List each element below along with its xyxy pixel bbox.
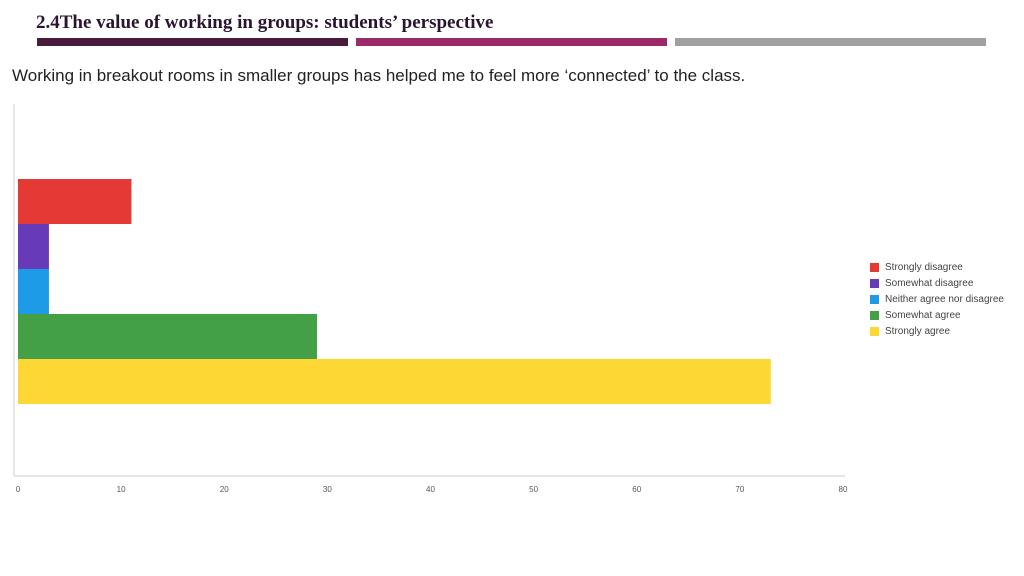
survey-question: Working in breakout rooms in smaller gro… [12, 66, 746, 85]
legend-label: Strongly disagree [885, 261, 963, 273]
x-tick-label: 30 [323, 485, 332, 494]
x-tick-label: 50 [529, 485, 538, 494]
x-tick-label: 80 [839, 485, 848, 494]
legend-item: Somewhat disagree [870, 275, 1004, 291]
bar-somewhat-agree [18, 314, 318, 359]
slide-title: 2.4The value of working in groups: stude… [36, 12, 494, 33]
bar-strongly-disagree [18, 179, 132, 224]
x-tick-label: 60 [632, 485, 641, 494]
bars-group [18, 179, 771, 404]
legend-item: Strongly disagree [870, 259, 1004, 275]
legend-label: Somewhat disagree [885, 277, 974, 289]
legend-label: Somewhat agree [885, 310, 961, 322]
x-tick-label: 70 [735, 485, 744, 494]
x-ticks-group: 0 10 20 30 40 50 60 70 80 [16, 485, 848, 494]
chart-legend: Strongly disagree Somewhat disagree Neithe… [870, 259, 1004, 340]
legend-swatch [870, 327, 879, 337]
header-accent-bar-gray [675, 38, 986, 46]
legend-swatch [870, 278, 879, 288]
legend-item: Neither agree nor disagree [870, 291, 1004, 307]
legend-label: Strongly agree [885, 326, 951, 338]
legend-item: Somewhat agree [870, 308, 1004, 324]
legend-swatch [870, 262, 879, 272]
axes-group [13, 104, 845, 477]
x-tick-label: 10 [117, 485, 126, 494]
bar-neither-agree-nor-disagree [18, 269, 49, 314]
legend-label: Neither agree nor disagree [885, 293, 1004, 305]
legend-swatch [870, 311, 879, 321]
x-tick-label: 0 [16, 485, 21, 494]
x-tick-label: 20 [220, 485, 229, 494]
x-tick-label: 40 [426, 485, 435, 494]
bar-chart: 0 10 20 30 40 50 60 70 80 [13, 104, 848, 494]
header-accent-bar-dark [37, 38, 348, 46]
bar-strongly-agree [18, 359, 771, 404]
bar-somewhat-disagree [18, 224, 49, 269]
header-accent-bar-magenta [356, 38, 667, 46]
legend-item: Strongly agree [870, 324, 1004, 340]
legend-swatch [870, 294, 879, 304]
